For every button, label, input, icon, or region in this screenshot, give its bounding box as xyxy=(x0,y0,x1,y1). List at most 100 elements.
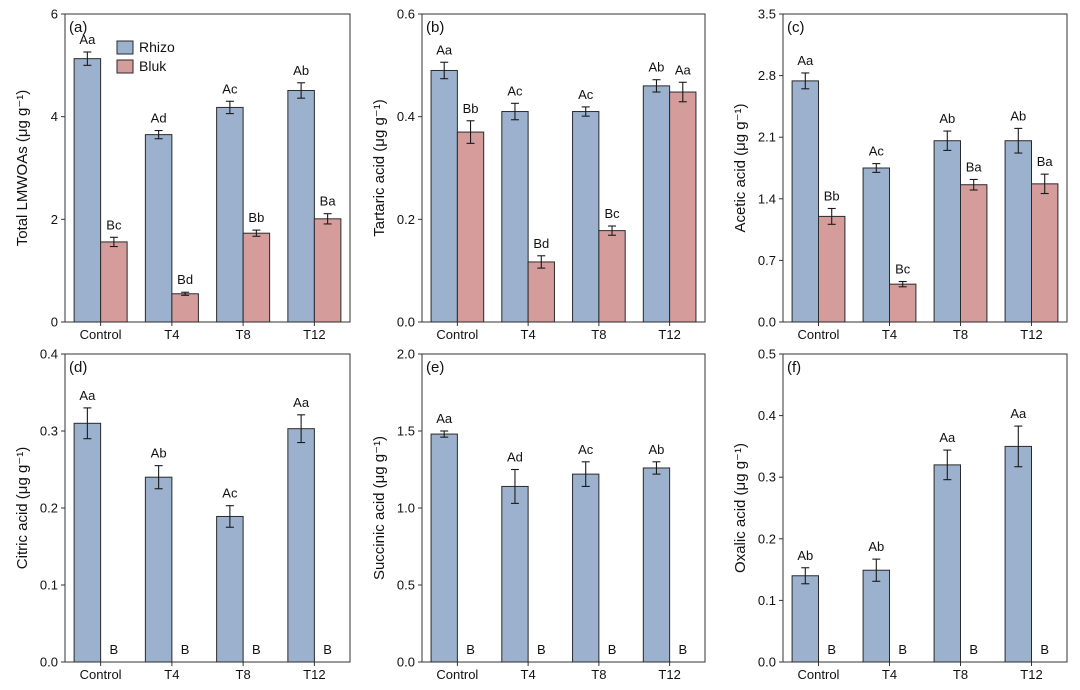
panel-a-bar-bluk xyxy=(100,241,128,323)
panel-a-ytick-label: 0 xyxy=(51,315,58,330)
panel-e-bar-rhizo xyxy=(430,433,458,663)
panel-c-xtick-label: Control xyxy=(798,327,840,342)
panel-f-ytick-label: 0.0 xyxy=(758,655,776,670)
panel-f-bar-rhizo xyxy=(933,464,962,663)
panel-e: 0.0 0.5 1.0 1.5 2.0 Succinic acid (μg g⁻¹) (e)… xyxy=(371,347,706,682)
panel-d-sig-letter-rhizo: Ac xyxy=(222,486,238,501)
panel-f-bar-rhizo xyxy=(862,569,891,663)
panel-f-sig-letter-rhizo: Aa xyxy=(939,430,956,445)
panel-d-y-axis-title: Citric acid (μg g⁻¹) xyxy=(14,447,31,569)
panel-a-sig-letter-bluk: Bb xyxy=(248,210,264,225)
panel-c-sig-letter-rhizo: Ab xyxy=(939,111,955,126)
panel-f-y-axis-title: Oxalic acid (μg g⁻¹) xyxy=(732,443,749,573)
panel-c-sig-letter-bluk: Ba xyxy=(966,159,983,174)
panel-c-ytick-label: 2.8 xyxy=(758,68,776,83)
legend-swatch-bulk xyxy=(116,59,134,74)
panel-b-bar-rhizo xyxy=(430,69,458,323)
panel-d-xtick-label: T4 xyxy=(164,667,179,682)
panel-d-bar-rhizo xyxy=(287,428,315,663)
panel-f-sig-letter-bluk: B xyxy=(898,642,907,657)
panel-b-bar-rhizo xyxy=(642,85,671,323)
panel-b-xtick-label: Control xyxy=(436,327,478,342)
panel-a-xtick-label: Control xyxy=(80,327,122,342)
panel-f-xtick-label: Control xyxy=(798,667,840,682)
panel-e-xtick-label: T12 xyxy=(658,667,680,682)
panel-a-bar-bluk xyxy=(171,293,199,323)
panel-b-bar-rhizo xyxy=(501,111,529,323)
panel-c-frame xyxy=(782,13,1068,323)
panel-f-bar-rhizo xyxy=(791,575,820,663)
panel-f-sig-letter-bluk: B xyxy=(1040,642,1049,657)
panel-c-ytick-label: 1.4 xyxy=(758,191,776,206)
panel-a-sig-letter-rhizo: Aa xyxy=(79,32,96,47)
panel-b-sig-letter-bluk: Bd xyxy=(533,236,549,251)
panel-e-sig-letter-rhizo: Aa xyxy=(436,411,453,426)
panel-d-sig-letter-rhizo: Aa xyxy=(293,395,310,410)
panel-e-sig-letter-bluk: B xyxy=(466,642,475,657)
panel-d-xtick-label: T8 xyxy=(236,667,251,682)
panel-d-sig-letter-bluk: B xyxy=(252,642,261,657)
panel-f-xtick-label: T4 xyxy=(882,667,897,682)
panel-c-bar-bluk xyxy=(960,184,988,323)
panel-c-bar-rhizo xyxy=(862,167,891,323)
panel-e-y-axis-title: Succinic acid (μg g⁻¹) xyxy=(371,436,388,580)
panel-e-ytick-label: 0.0 xyxy=(397,655,415,670)
panel-d-sig-letter-rhizo: Aa xyxy=(79,388,96,403)
panel-c-sig-letter-rhizo: Aa xyxy=(797,53,814,68)
panel-a-bar-bluk xyxy=(242,232,271,323)
panel-a-ytick-label: 2 xyxy=(51,212,58,227)
panel-b-ytick-label: 0.0 xyxy=(397,315,415,330)
panel-f-ytick-label: 0.1 xyxy=(758,593,776,608)
panel-c-bar-rhizo xyxy=(933,140,962,323)
panel-b-xtick-label: T8 xyxy=(591,327,606,342)
panel-a-frame xyxy=(64,13,351,323)
panel-d-bar-rhizo xyxy=(216,515,244,663)
panel-c-bar-bluk xyxy=(818,215,846,323)
panel-f-bar-rhizo xyxy=(1004,445,1033,663)
panel-b-bar-bluk xyxy=(527,261,555,323)
panel-d-ytick-label: 0.2 xyxy=(40,501,58,516)
panel-c-bar-rhizo xyxy=(791,80,820,323)
panel-f-sig-letter-bluk: B xyxy=(969,642,978,657)
panel-c: 0.0 0.7 1.4 2.1 2.8 3.5 Acetic acid (μg g⁻¹) (c… xyxy=(732,7,1068,342)
panel-f-sig-letter-bluk: B xyxy=(827,642,836,657)
panel-d-ytick-label: 0.1 xyxy=(40,578,58,593)
panel-b-y-axis-title: Tartaric acid (μg g⁻¹) xyxy=(371,99,388,236)
panel-e-xtick-label: T8 xyxy=(591,667,606,682)
panels: 0 2 4 6 Total LMWOAs (μg g⁻¹) (a) Control Aa Bc T… xyxy=(14,7,1068,682)
panel-a-bar-rhizo xyxy=(216,106,244,323)
panel-d-sig-letter-bluk: B xyxy=(110,642,119,657)
panel-b-xtick-label: T12 xyxy=(658,327,680,342)
panel-f-ytick-label: 0.4 xyxy=(758,408,776,423)
panel-c-xtick-label: T4 xyxy=(882,327,897,342)
panel-c-sig-letter-bluk: Ba xyxy=(1037,154,1054,169)
panel-d-label: (d) xyxy=(69,359,87,376)
panel-c-sig-letter-bluk: Bb xyxy=(824,188,840,203)
panel-f-ytick-label: 0.2 xyxy=(758,531,776,546)
panel-b-sig-letter-bluk: Aa xyxy=(675,62,692,77)
panel-b-xtick-label: T4 xyxy=(521,327,536,342)
panel-e-bar-rhizo xyxy=(501,485,529,663)
panel-e-sig-letter-rhizo: Ac xyxy=(578,442,594,457)
panel-d-ytick-label: 0.3 xyxy=(40,424,58,439)
panel-e-sig-letter-bluk: B xyxy=(678,642,687,657)
panel-a-sig-letter-bluk: Bc xyxy=(106,217,122,232)
panel-f-ytick-label: 0.3 xyxy=(758,470,776,485)
panel-c-ytick-label: 0.0 xyxy=(758,315,776,330)
legend-swatch-rhizo xyxy=(116,40,134,55)
panel-a-xtick-label: T8 xyxy=(236,327,251,342)
panel-b-bar-bluk xyxy=(598,230,626,323)
panel-e-sig-letter-rhizo: Ad xyxy=(507,450,523,465)
panel-b-sig-letter-rhizo: Aa xyxy=(436,42,453,57)
panel-d-xtick-label: T12 xyxy=(303,667,325,682)
panel-c-xtick-label: T12 xyxy=(1020,327,1042,342)
panel-c-sig-letter-rhizo: Ac xyxy=(869,144,885,159)
panel-b-sig-letter-rhizo: Ab xyxy=(649,60,665,75)
panel-b: 0.0 0.2 0.4 0.6 Tartaric acid (μg g⁻¹) (b) Con… xyxy=(371,7,706,342)
panel-f-sig-letter-rhizo: Aa xyxy=(1010,406,1027,421)
panel-c-bar-bluk xyxy=(889,283,917,323)
panel-c-xtick-label: T8 xyxy=(953,327,968,342)
panel-c-ytick-label: 0.7 xyxy=(758,253,776,268)
panel-b-ytick-label: 0.2 xyxy=(397,212,415,227)
panel-b-bar-rhizo xyxy=(572,111,600,323)
